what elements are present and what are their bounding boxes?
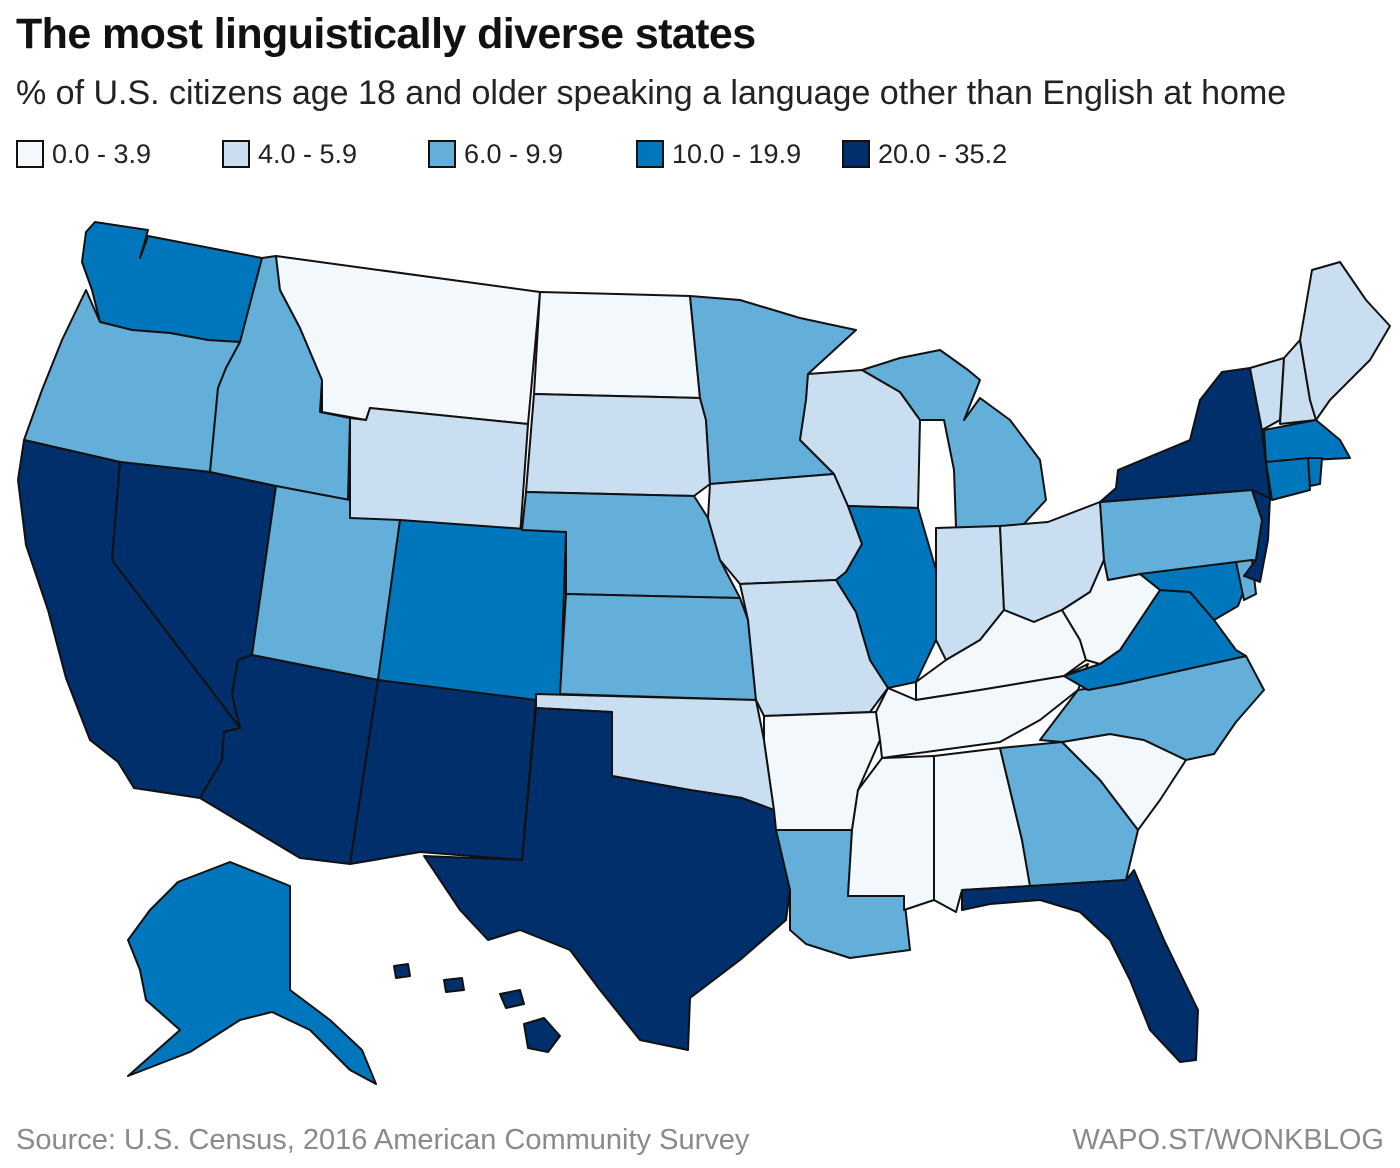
state-new-jersey — [1243, 489, 1271, 583]
state-wyoming — [349, 407, 529, 537]
state-hawaii-oahu — [443, 977, 465, 993]
legend-swatch — [428, 140, 456, 168]
state-north-dakota — [533, 291, 701, 399]
state-texas — [423, 707, 791, 1051]
state-rhode-island — [1307, 457, 1323, 487]
legend-item-5: 20.0 - 35.2 — [842, 136, 1007, 172]
legend-item-4: 10.0 - 19.9 — [636, 136, 801, 172]
legend-label: 10.0 - 19.9 — [672, 138, 802, 169]
legend-swatch — [636, 140, 664, 168]
state-connecticut — [1265, 457, 1311, 501]
source-note: Source: U.S. Census, 2016 American Commu… — [16, 1124, 750, 1156]
state-massachusetts — [1263, 419, 1351, 463]
legend-label: 6.0 - 9.9 — [464, 138, 564, 169]
map-subtitle: % of U.S. citizens age 18 and older spea… — [16, 74, 1287, 112]
legend-item-3: 6.0 - 9.9 — [428, 136, 563, 172]
state-hawaii — [523, 1017, 561, 1053]
legend-label: 20.0 - 35.2 — [878, 138, 1008, 169]
state-maine — [1299, 261, 1391, 421]
legend-swatch — [842, 140, 870, 168]
legend-swatch — [222, 140, 250, 168]
state-new-mexico — [349, 679, 537, 865]
state-kansas — [559, 593, 757, 701]
map-title: The most linguistically diverse states — [16, 10, 756, 58]
state-hawaii-maui — [499, 989, 525, 1009]
legend: 0.0 - 3.9 4.0 - 5.9 6.0 - 9.9 10.0 - 19.… — [16, 136, 1116, 172]
state-colorado — [377, 519, 567, 709]
state-iowa — [707, 473, 863, 585]
legend-swatch — [16, 140, 44, 168]
legend-label: 4.0 - 5.9 — [258, 138, 358, 169]
legend-item-1: 0.0 - 3.9 — [16, 136, 151, 172]
legend-item-2: 4.0 - 5.9 — [222, 136, 357, 172]
credit-link[interactable]: WAPO.ST/WONKBLOG — [1072, 1124, 1384, 1156]
state-new-york — [1099, 367, 1271, 503]
state-florida — [961, 869, 1199, 1063]
state-hawaii-kauai — [393, 963, 411, 979]
state-illinois — [835, 505, 937, 689]
legend-label: 0.0 - 3.9 — [52, 138, 152, 169]
us-map — [17, 221, 1391, 1085]
state-montana — [275, 255, 541, 425]
state-south-dakota — [525, 393, 711, 497]
state-michigan — [861, 349, 1047, 529]
state-tennessee — [875, 663, 1089, 759]
state-alaska — [127, 861, 377, 1085]
